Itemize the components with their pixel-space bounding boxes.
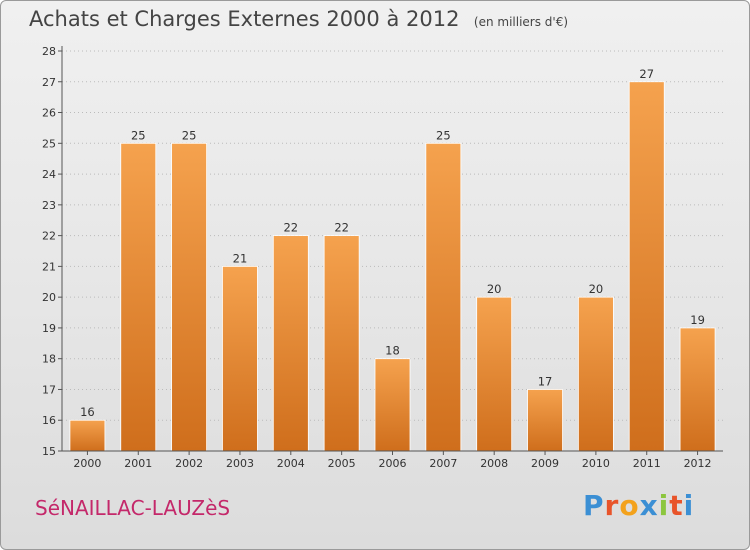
data-label: 20	[487, 282, 502, 296]
data-label: 18	[385, 344, 400, 358]
bar	[323, 235, 360, 452]
x-tick-label: 2001	[124, 457, 152, 470]
x-tick-label: 2005	[328, 457, 356, 470]
data-label: 25	[182, 128, 197, 142]
y-tick-label: 15	[42, 445, 56, 458]
bar	[171, 142, 208, 452]
y-tick-label: 22	[42, 230, 56, 243]
logo-letter: r	[604, 489, 620, 522]
x-tick-label: 2000	[73, 457, 101, 470]
chart-subtitle: (en milliers d'€)	[473, 15, 569, 29]
data-label: 17	[538, 374, 553, 388]
data-label: 16	[80, 405, 95, 419]
logo-letter: i	[683, 489, 695, 522]
x-tick-label: 2004	[277, 457, 305, 470]
data-label: 25	[131, 128, 146, 142]
y-tick-label: 27	[42, 76, 56, 89]
x-tick-label: 2009	[531, 457, 559, 470]
logo-letter: i	[658, 489, 670, 522]
x-tick-label: 2007	[429, 457, 457, 470]
x-tick-label: 2008	[480, 457, 508, 470]
bar	[476, 296, 513, 452]
bar	[425, 142, 462, 452]
y-tick-label: 21	[42, 260, 56, 273]
y-tick-label: 24	[42, 168, 56, 181]
bar	[120, 142, 157, 452]
data-label: 22	[334, 221, 349, 235]
commune-name: SéNAILLAC-LAUZèS	[35, 496, 231, 520]
y-tick-label: 19	[42, 322, 56, 335]
y-tick-label: 23	[42, 199, 56, 212]
bar	[577, 296, 614, 452]
y-tick-label: 28	[42, 45, 56, 58]
data-label: 22	[283, 221, 298, 235]
y-tick-label: 26	[42, 107, 56, 120]
x-tick-label: 2010	[582, 457, 610, 470]
bar	[628, 81, 665, 452]
data-label: 27	[639, 67, 654, 81]
proxiti-logo[interactable]: Proxiti	[583, 489, 694, 522]
title-row: Achats et Charges Externes 2000 à 2012 (…	[29, 7, 568, 31]
logo-letter: t	[669, 489, 684, 522]
data-label: 19	[690, 313, 705, 327]
labels: 15 16 17 18 19 20 21 22 23 24 25 26 27 28 16 2000 25 2001…	[42, 45, 712, 470]
y-tick-label: 25	[42, 137, 56, 150]
x-tick-label: 2011	[633, 457, 661, 470]
x-tick-label: 2006	[379, 457, 407, 470]
bar	[374, 358, 411, 452]
chart-title: Achats et Charges Externes 2000 à 2012	[29, 7, 460, 31]
bar	[272, 235, 309, 452]
bar	[527, 389, 563, 452]
y-tick-label: 20	[42, 291, 56, 304]
bar	[222, 265, 258, 452]
logo-letter: P	[583, 489, 605, 522]
axes	[58, 46, 723, 455]
x-tick-label: 2003	[226, 457, 254, 470]
bars	[69, 81, 716, 452]
x-tick-label: 2002	[175, 457, 203, 470]
y-tick-label: 16	[42, 414, 56, 427]
data-label: 21	[233, 251, 248, 265]
bar	[679, 327, 716, 452]
data-label: 20	[589, 282, 604, 296]
x-tick-label: 2012	[684, 457, 712, 470]
data-label: 25	[436, 128, 451, 142]
y-tick-label: 17	[42, 383, 56, 396]
y-tick-label: 18	[42, 353, 56, 366]
bar	[69, 419, 106, 452]
logo-letter: o	[619, 489, 640, 522]
logo-letter: x	[639, 489, 659, 522]
